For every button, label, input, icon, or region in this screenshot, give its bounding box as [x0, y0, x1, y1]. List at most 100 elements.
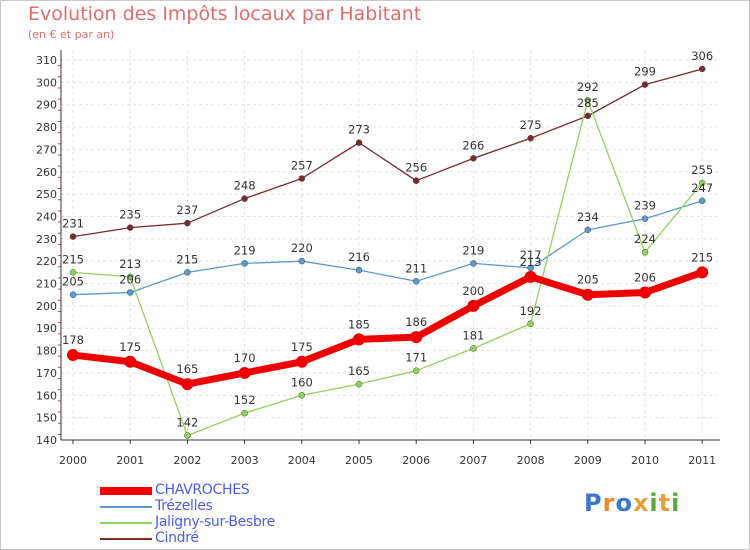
data-point-jaligny-sur-besbre: [126, 273, 134, 281]
data-point-cindre: [355, 139, 363, 146]
data-point-jaligny-sur-besbre: [641, 248, 649, 256]
x-tick-label: 2010: [631, 454, 659, 467]
y-tick-label: 170: [36, 367, 57, 380]
data-point-jaligny-sur-besbre: [69, 269, 77, 276]
data-label-trezelles: 216: [348, 250, 370, 264]
x-tick-label: 2004: [288, 454, 316, 467]
data-label-trezelles: 215: [176, 252, 198, 266]
data-point-chavroches: [581, 288, 594, 301]
data-point-chavroches: [124, 355, 137, 368]
data-point-jaligny-sur-besbre: [470, 345, 477, 352]
data-label-jaligny-sur-besbre: 142: [176, 416, 198, 430]
data-label-trezelles: 247: [691, 181, 713, 195]
data-point-jaligny-sur-besbre: [241, 409, 248, 417]
data-label-cindre: 257: [291, 158, 313, 172]
data-point-trezelles: [298, 257, 306, 265]
x-tick-label: 2006: [402, 454, 430, 467]
brand-letter: i: [649, 489, 659, 517]
x-tick-label: 2005: [345, 454, 373, 467]
data-label-jaligny-sur-besbre: 152: [234, 393, 256, 407]
data-point-cindre: [412, 177, 420, 184]
data-label-chavroches: 165: [176, 362, 198, 376]
chart-title: Evolution des Impôts locaux par Habitant: [28, 3, 422, 25]
series-line-jaligny-sur-besbre: [72, 99, 703, 437]
data-label-trezelles: 219: [234, 243, 256, 257]
y-tick-label: 260: [36, 166, 57, 179]
data-label-trezelles: 239: [634, 199, 656, 213]
series-line-cindre: [72, 68, 703, 238]
x-tick-label: 2003: [231, 454, 259, 467]
data-point-trezelles: [69, 291, 77, 298]
data-label-chavroches: 175: [291, 340, 313, 354]
data-label-trezelles: 217: [520, 248, 542, 262]
plot-area: [61, 50, 720, 440]
data-point-jaligny-sur-besbre: [184, 432, 191, 439]
data-point-chavroches: [467, 299, 480, 312]
data-point-chavroches: [295, 355, 308, 368]
legend-swatch: [100, 506, 152, 508]
data-label-cindre: 237: [176, 203, 198, 217]
data-label-chavroches: 206: [634, 270, 656, 284]
data-label-cindre: 273: [348, 123, 370, 137]
legend-swatch: [100, 487, 152, 495]
data-point-cindre: [241, 195, 248, 202]
data-label-jaligny-sur-besbre: 215: [62, 252, 84, 266]
data-point-trezelles: [126, 289, 134, 296]
data-point-cindre: [298, 175, 306, 182]
data-label-chavroches: 186: [405, 315, 427, 329]
data-label-cindre: 299: [634, 65, 656, 79]
data-label-jaligny-sur-besbre: 165: [348, 364, 370, 378]
data-point-jaligny-sur-besbre: [527, 320, 534, 328]
brand-letter: r: [602, 489, 616, 517]
data-label-cindre: 306: [691, 49, 713, 63]
data-point-chavroches: [696, 266, 709, 279]
brand-letter: x: [632, 489, 650, 517]
data-label-jaligny-sur-besbre: 224: [634, 232, 656, 246]
x-tick-label: 2007: [459, 454, 487, 467]
series-line-chavroches: [69, 268, 706, 388]
data-point-jaligny-sur-besbre: [298, 392, 306, 399]
y-tick-label: 240: [36, 210, 57, 223]
data-label-trezelles: 219: [462, 243, 484, 257]
data-point-chavroches: [524, 270, 537, 283]
data-label-cindre: 275: [520, 118, 542, 132]
data-point-trezelles: [412, 278, 420, 285]
data-point-trezelles: [698, 197, 706, 205]
data-label-cindre: 235: [119, 208, 141, 222]
data-point-chavroches: [238, 366, 251, 379]
data-point-jaligny-sur-besbre: [584, 96, 592, 104]
data-label-chavroches: 185: [348, 317, 370, 331]
y-tick-label: 250: [36, 188, 57, 201]
data-label-jaligny-sur-besbre: 171: [405, 351, 427, 365]
data-label-trezelles: 211: [405, 261, 427, 275]
x-tick-label: 2008: [517, 454, 545, 467]
data-point-trezelles: [241, 260, 248, 267]
data-label-trezelles: 234: [577, 210, 599, 224]
y-tick-label: 280: [36, 121, 57, 134]
data-label-cindre: 285: [577, 96, 599, 110]
data-label-jaligny-sur-besbre: 160: [291, 375, 313, 389]
brand-letter: t: [658, 489, 672, 517]
data-label-chavroches: 200: [462, 284, 484, 298]
x-tick-label: 2011: [688, 454, 716, 467]
y-tick-label: 290: [36, 99, 57, 112]
data-label-jaligny-sur-besbre: 213: [119, 257, 141, 271]
data-label-chavroches: 175: [119, 340, 141, 354]
data-label-trezelles: 220: [291, 241, 313, 255]
data-point-chavroches: [181, 378, 194, 391]
y-tick-label: 300: [36, 76, 57, 89]
data-label-chavroches: 213: [520, 255, 542, 269]
y-tick-label: 150: [36, 412, 57, 425]
y-tick-label: 200: [36, 300, 57, 313]
data-label-cindre: 256: [405, 161, 427, 175]
data-point-chavroches: [639, 286, 651, 299]
data-point-cindre: [184, 219, 191, 227]
y-tick-label: 180: [36, 345, 57, 358]
data-label-chavroches: 215: [691, 250, 713, 264]
data-label-jaligny-sur-besbre: 192: [520, 304, 542, 318]
data-point-trezelles: [355, 266, 363, 274]
data-point-cindre: [69, 233, 77, 240]
legend-label: Trézelles: [155, 498, 213, 514]
brand-logo: Proxiti: [584, 489, 680, 517]
